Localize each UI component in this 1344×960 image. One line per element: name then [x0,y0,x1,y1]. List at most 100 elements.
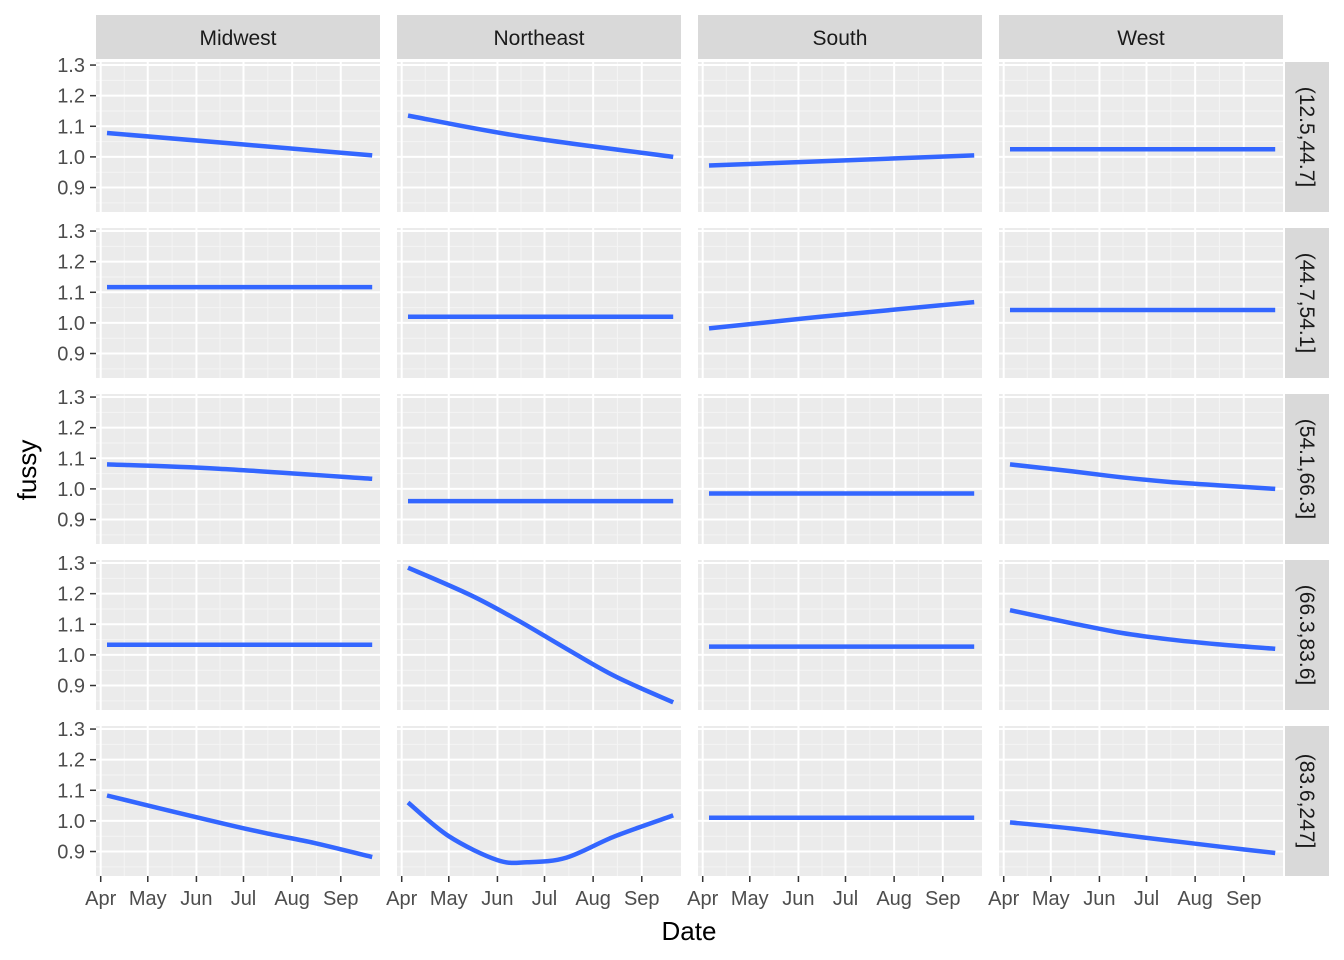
panel-background [698,726,982,876]
x-tick-label: Aug [876,888,912,910]
panel-midwest-row-0 [96,62,380,212]
y-tick-label: 1.0 [57,313,85,335]
x-tick-label: Sep [925,888,961,910]
panel-west-row-4 [999,726,1283,876]
x-tick-label: May [129,888,167,910]
panel-west-row-0 [999,62,1283,212]
strip-label: South [813,27,868,50]
series-line [406,800,674,866]
y-tick-label: 1.2 [57,750,85,772]
y-tick-label: 1.0 [57,811,85,833]
series-line [407,113,674,160]
x-tick-label: May [731,888,769,910]
panel-northeast-row-0 [397,62,681,212]
x-tick-label: Jul [231,888,257,910]
panel-background [698,62,982,212]
row-strip [1285,394,1329,544]
panel-midwest-row-4 [96,726,380,876]
strip-midwest [96,15,380,59]
panel-south-row-3 [698,560,982,710]
y-tick-label: 1.1 [57,780,85,802]
strip-northeast [397,15,681,59]
y-tick-label: 1.3 [57,719,85,741]
x-axis-title: Date [662,916,717,946]
x-axes: Apr May Jun Jul Aug Sep Apr May Jun Jul Aug Sep Apr M… [85,876,1262,910]
panel-background [999,726,1283,876]
y-tick-label: 0.9 [57,842,85,864]
row-strips: (12.5,44.7] (44.7,54.1] (54.1,66.3] (66.3,8… [1285,62,1329,876]
panel-background [999,228,1283,378]
y-axes: 0.9 1.0 1.1 1.2 1.3 0.9 1.0 1.1 1.2 1.3 0.9 1.0 1.1 1… [57,55,96,864]
y-tick-label: 1.0 [57,147,85,169]
y-tick-label: 1.0 [57,479,85,501]
panel-background [397,228,681,378]
y-tick-label: 1.0 [57,645,85,667]
x-tick-label: Jul [532,888,558,910]
x-tick-label: Sep [624,888,660,910]
y-tick-label: 1.3 [57,55,85,77]
panel-midwest-row-3 [96,560,380,710]
series-line [407,565,675,705]
x-tick-label: May [430,888,468,910]
x-tick-label: Jul [1134,888,1160,910]
panel-background [698,560,982,710]
x-tick-label: Jun [481,888,513,910]
panel-south-row-2 [698,394,982,544]
panel-background [397,394,681,544]
series-line [106,793,373,860]
x-tick-label: Jun [1083,888,1115,910]
strip-label: West [1117,27,1165,50]
panels [96,62,1283,876]
row-strip [1285,726,1329,876]
row-strip [1285,228,1329,378]
y-tick-label: 1.2 [57,86,85,108]
strip-west [999,15,1283,59]
panel-south-row-0 [698,62,982,212]
strip-label: Northeast [493,27,584,50]
x-tick-label: Jun [180,888,212,910]
row-strip [1285,560,1329,710]
series-line [1009,820,1276,856]
x-tick-label: May [1032,888,1070,910]
series-line [708,153,975,168]
row-strip-label: (83.6,247] [1295,754,1318,849]
row-strip-label: (12.5,44.7] [1295,87,1318,187]
panel-northeast-row-1 [397,228,681,378]
panel-northeast-row-4 [397,726,681,876]
y-axis-title: fussy [12,440,42,501]
y-tick-label: 1.3 [57,553,85,575]
y-tick-label: 1.1 [57,116,85,138]
x-tick-label: Jun [782,888,814,910]
row-strip [1285,62,1329,212]
row-strip-label: (66.3,83.6] [1295,585,1318,685]
panel-background [96,560,380,710]
series-line [1009,607,1276,652]
x-tick-label: Apr [988,888,1019,910]
x-tick-label: Apr [85,888,116,910]
x-tick-label: Jul [833,888,859,910]
x-tick-label: Sep [323,888,359,910]
row-strip-label: (44.7,54.1] [1295,253,1318,353]
panel-midwest-row-2 [96,394,380,544]
series-line [708,299,975,331]
panel-west-row-1 [999,228,1283,378]
y-tick-label: 0.9 [57,676,85,698]
series-line [106,130,373,158]
y-tick-label: 0.9 [57,178,85,200]
series-line [106,462,373,482]
row-strip-label: (54.1,66.3] [1295,419,1318,519]
y-tick-label: 1.1 [57,282,85,304]
y-tick-label: 1.3 [57,221,85,243]
y-tick-label: 1.2 [57,418,85,440]
y-tick-label: 1.1 [57,448,85,470]
y-tick-label: 1.3 [57,387,85,409]
panel-south-row-1 [698,228,982,378]
y-tick-label: 1.2 [57,252,85,274]
series-line [1009,462,1276,492]
panel-northeast-row-3 [397,560,681,710]
panel-northeast-row-2 [397,394,681,544]
x-tick-label: Apr [386,888,417,910]
y-tick-label: 1.1 [57,614,85,636]
panel-background [999,62,1283,212]
